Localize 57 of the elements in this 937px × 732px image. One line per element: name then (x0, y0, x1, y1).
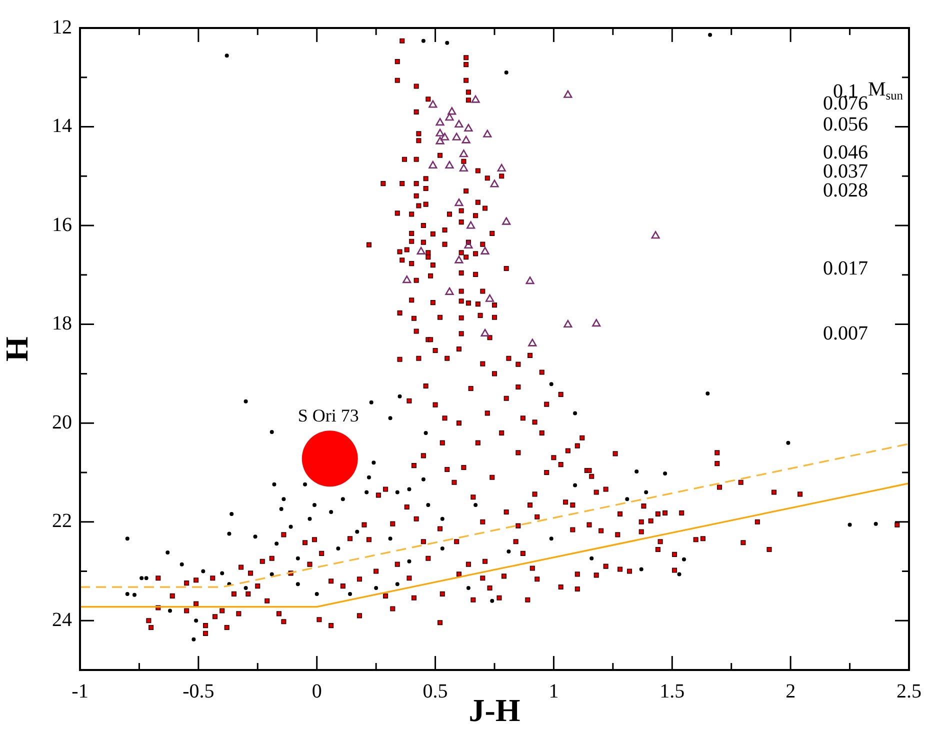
point (445, 287, 454, 295)
point (440, 132, 450, 140)
point (526, 276, 534, 284)
point (490, 180, 499, 188)
annotation: 0.017 (823, 257, 868, 280)
point (402, 276, 412, 284)
x-tick-label: 1.5 (660, 680, 685, 702)
point (471, 95, 480, 103)
point (428, 100, 438, 108)
annotation: 0.007 (823, 322, 868, 344)
point (466, 221, 476, 229)
point (464, 240, 473, 249)
point (416, 246, 426, 254)
point (464, 124, 473, 132)
point (483, 130, 492, 138)
x-tick-label: 0.5 (422, 680, 448, 702)
point (436, 136, 444, 144)
point (454, 120, 464, 128)
y-tick-label: 16 (52, 214, 72, 236)
annotation: S Ori 73 (298, 405, 359, 426)
point (592, 318, 601, 327)
point (480, 246, 490, 254)
point (428, 160, 438, 169)
y-tick-label: 18 (52, 312, 72, 335)
x-tick-label: 0 (312, 680, 322, 702)
x-tick-label: 2 (786, 680, 796, 702)
point (564, 320, 572, 328)
point (445, 113, 454, 121)
y-tick-label: 24 (52, 608, 72, 631)
point (564, 90, 572, 98)
point (448, 107, 456, 115)
point (480, 328, 490, 336)
y-tick-label: 12 (52, 16, 72, 38)
x-axis-title: J-H (468, 692, 520, 728)
point (459, 150, 468, 158)
point (462, 136, 470, 144)
x-tick-label: -0.5 (182, 680, 214, 702)
y-tick-label: 22 (52, 510, 72, 532)
point (459, 164, 468, 172)
x-tick-label: -1 (72, 680, 88, 702)
point (452, 132, 461, 140)
y-tick-label: 14 (52, 115, 72, 138)
point (436, 118, 444, 126)
point (454, 198, 464, 206)
y-axis-title: H (0, 336, 34, 362)
y-tick-label: 20 (52, 411, 72, 434)
point (445, 160, 454, 169)
point (436, 128, 444, 136)
x-tick-label: 1 (548, 680, 559, 702)
annotation: 0.056 (823, 113, 868, 136)
point (485, 294, 494, 302)
point (528, 338, 537, 346)
point (502, 217, 511, 225)
x-tick-label: 2.5 (896, 680, 922, 702)
point (651, 231, 660, 239)
point (454, 256, 464, 264)
point (497, 164, 506, 172)
